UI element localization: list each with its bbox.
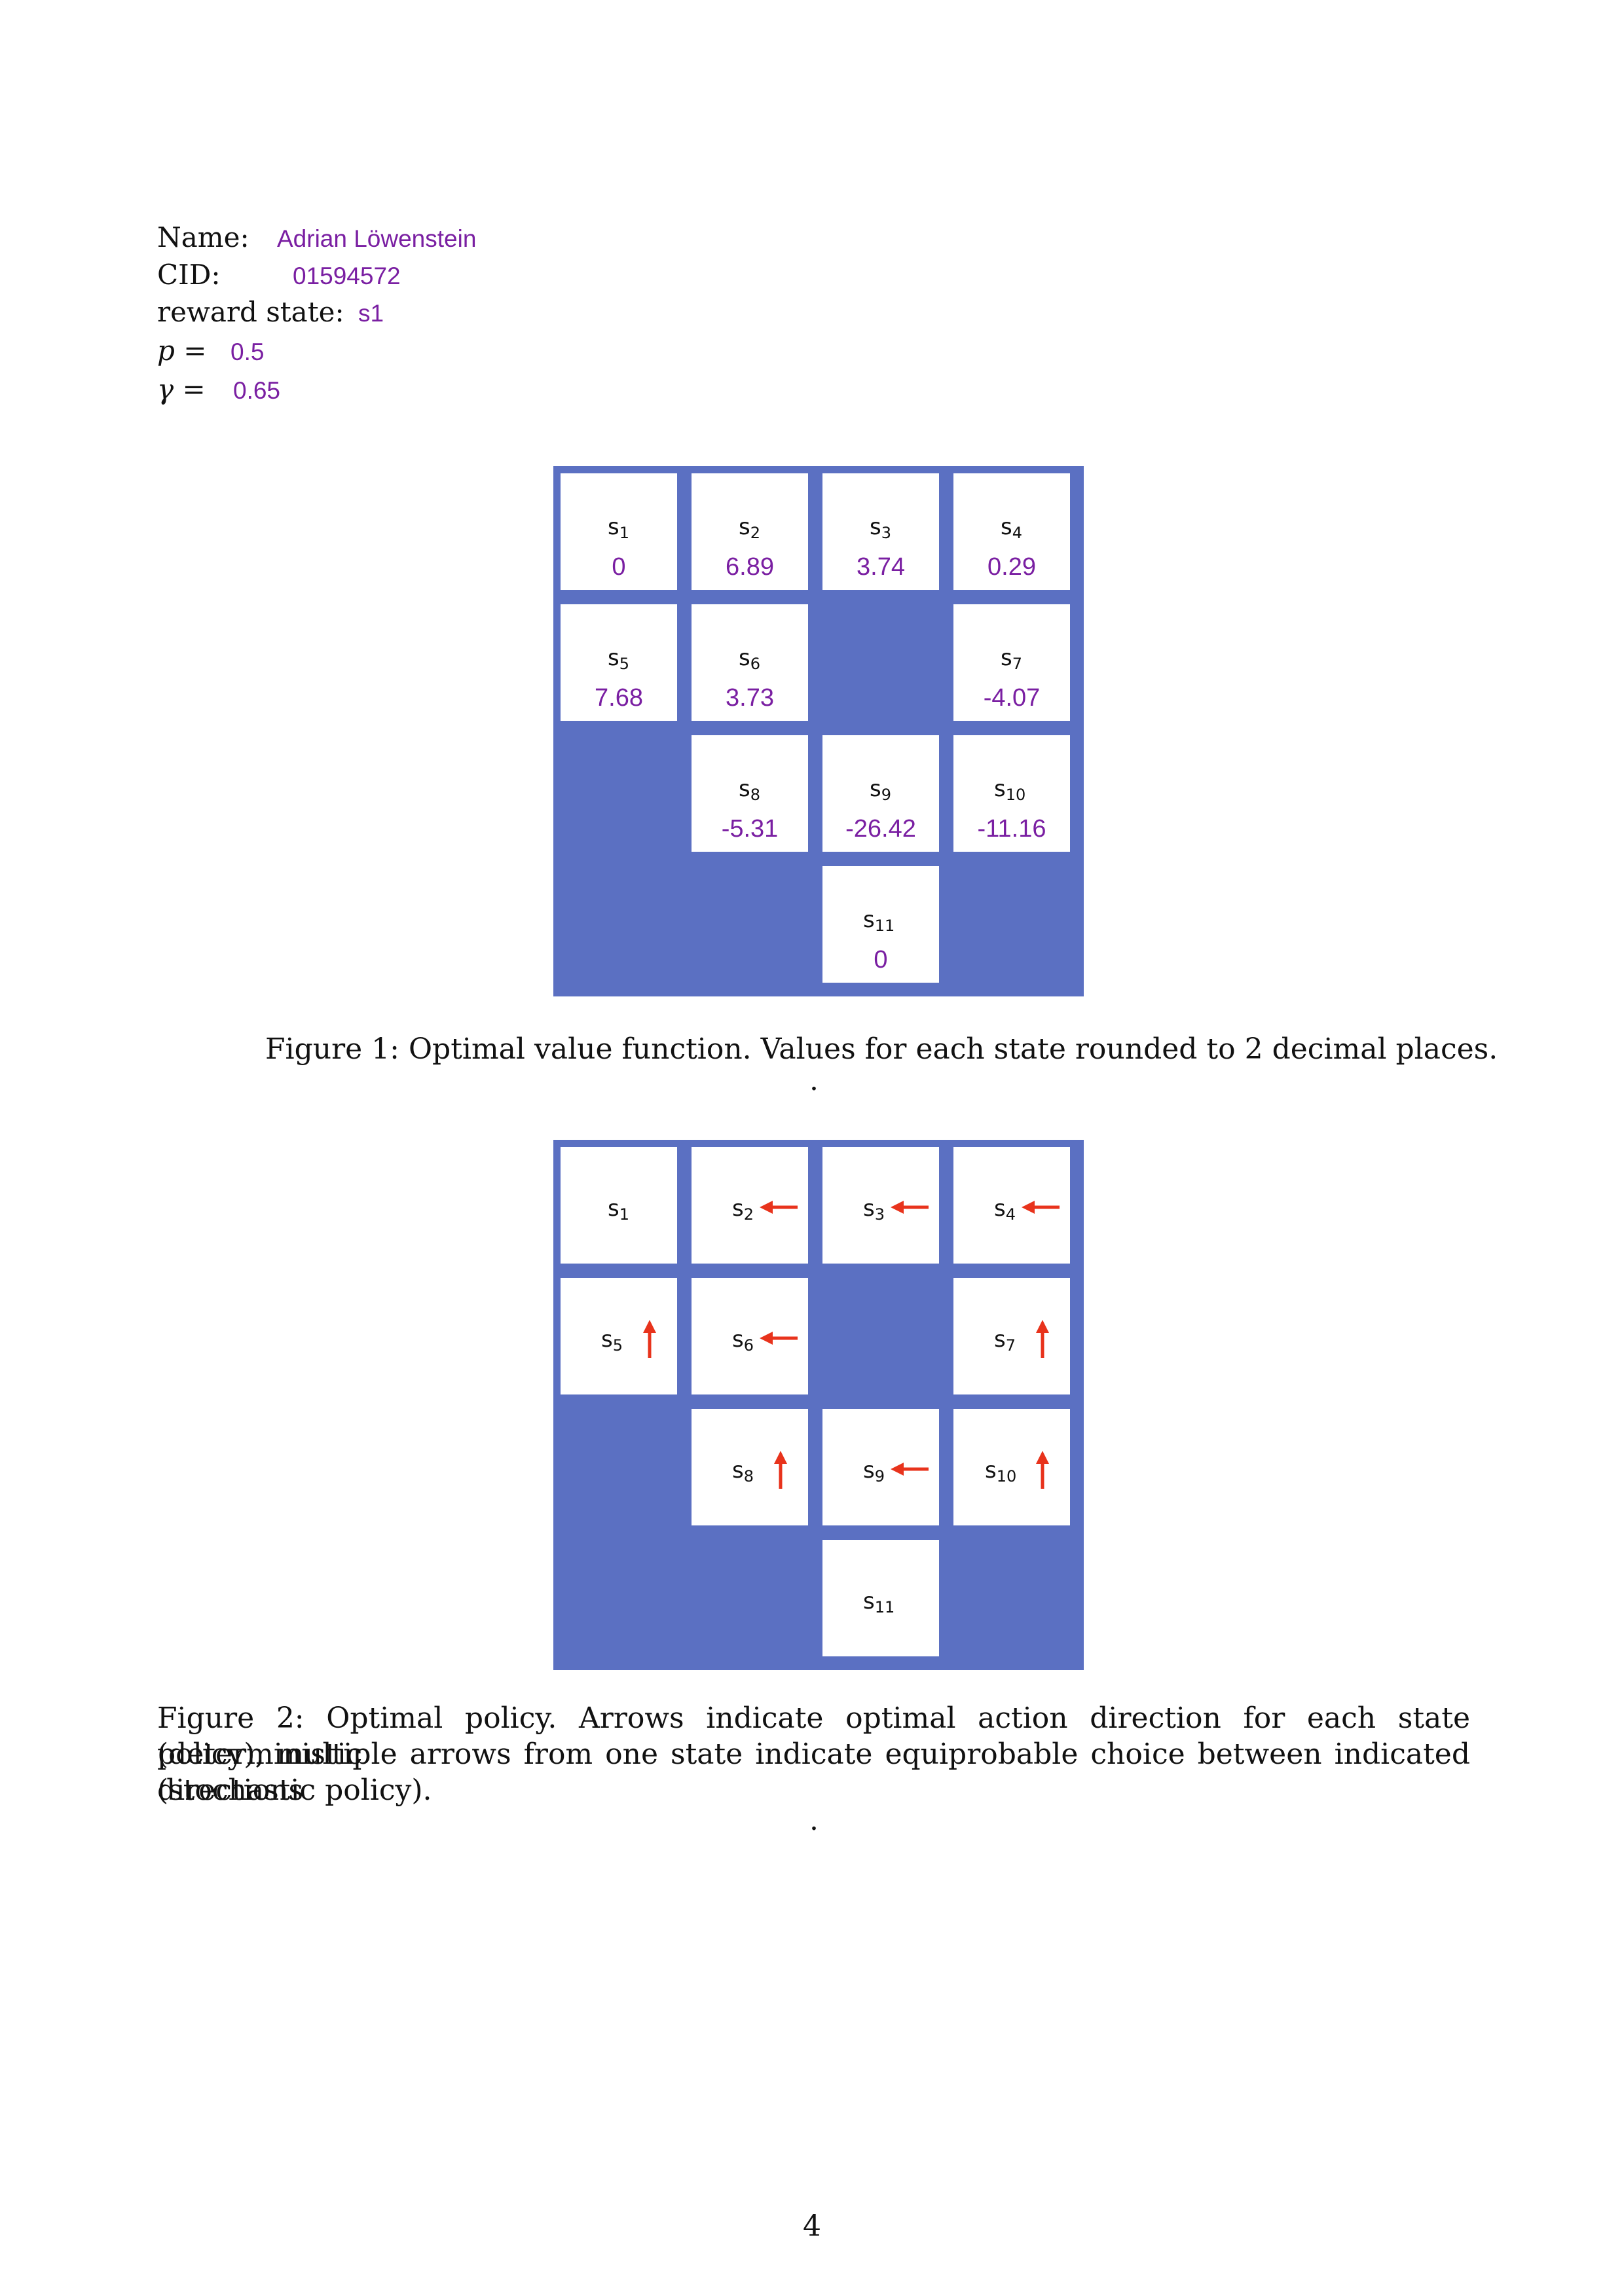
state-cell-s7: s7 -4.07	[951, 602, 1072, 723]
arrow-left-icon	[891, 1199, 929, 1218]
gamma-label: γ =	[157, 373, 206, 405]
arrow-left-icon	[1022, 1199, 1060, 1218]
arrow-up-icon	[1035, 1320, 1050, 1360]
state-label: s8	[739, 776, 760, 804]
state-value: -11.16	[977, 815, 1046, 843]
state-value: 0	[612, 553, 626, 581]
state-label: s1	[608, 514, 629, 542]
state-cell-s3: s3 3.74	[821, 471, 941, 592]
state-cell-s4: s4	[951, 1145, 1072, 1266]
state-cell-s1: s1	[559, 1145, 679, 1266]
state-cell-s10: s10	[951, 1407, 1072, 1527]
reward-label: reward state:	[157, 296, 344, 328]
cid-row: CID: 01594572	[157, 259, 401, 291]
policy-grid: s1 s2 s3 s4 s5 s6 s7 s8 s9 s10 s11	[553, 1140, 1084, 1670]
state-value: 3.74	[857, 553, 905, 581]
p-value: 0.5	[231, 338, 265, 365]
state-label: s11	[863, 907, 895, 935]
state-label: s3	[863, 1195, 885, 1224]
state-label: s11	[863, 1588, 895, 1616]
state-label: s1	[608, 1195, 629, 1224]
state-cell-s1: s1 0	[559, 471, 679, 592]
state-value: 6.89	[726, 553, 774, 581]
state-value: -26.42	[845, 815, 916, 843]
state-cell-s8: s8	[690, 1407, 810, 1527]
state-cell-s4: s4 0.29	[951, 471, 1072, 592]
state-label: s6	[739, 645, 760, 673]
state-label: s7	[994, 1326, 1016, 1355]
state-label: s10	[985, 1457, 1017, 1485]
name-label: Name:	[157, 221, 249, 253]
state-label: s8	[732, 1457, 754, 1485]
figure2-trailing-dot: .	[809, 1804, 819, 1837]
page-number: 4	[803, 2210, 821, 2243]
gamma-value: 0.65	[233, 377, 281, 404]
figure1-caption: Figure 1: Optimal value function. Values…	[265, 1032, 1498, 1066]
p-row: p = 0.5	[157, 335, 264, 367]
state-label: s7	[1001, 645, 1022, 673]
name-row: Name: Adrian Löwenstein	[157, 221, 476, 253]
state-label: s4	[1001, 514, 1022, 542]
state-label: s2	[739, 514, 760, 542]
figure2-caption-line1: Figure 2: Optimal policy. Arrows indicat…	[157, 1702, 1470, 1771]
state-cell-s2: s2 6.89	[690, 471, 810, 592]
state-cell-s3: s3	[821, 1145, 941, 1266]
state-cell-s6: s6	[690, 1276, 810, 1396]
state-label: s4	[994, 1195, 1016, 1224]
state-value: -4.07	[983, 684, 1041, 712]
state-label: s10	[994, 776, 1026, 804]
arrow-up-icon	[1035, 1451, 1050, 1491]
figure2-caption-line2: policy), multiple arrows from one state …	[157, 1738, 1470, 1807]
state-value: 3.73	[726, 684, 774, 712]
state-cell-s10: s10 -11.16	[951, 733, 1072, 854]
state-cell-s6: s6 3.73	[690, 602, 810, 723]
value-function-grid: s1 0 s2 6.89 s3 3.74 s4 0.29 s5 7.68 s6 3.73 s7 -4.07…	[553, 466, 1084, 996]
state-label: s3	[870, 514, 891, 542]
cid-label: CID:	[157, 259, 221, 291]
state-label: s9	[863, 1457, 885, 1485]
state-cell-s2: s2	[690, 1145, 810, 1266]
arrow-up-icon	[773, 1451, 788, 1491]
state-cell-s5: s5 7.68	[559, 602, 679, 723]
state-cell-s11: s11	[821, 1538, 941, 1658]
arrow-left-icon	[891, 1461, 929, 1480]
state-value: 0.29	[987, 553, 1036, 581]
state-label: s5	[601, 1326, 623, 1355]
state-cell-s11: s11 0	[821, 864, 941, 985]
figure1-trailing-dot: .	[809, 1064, 819, 1097]
state-label: s9	[870, 776, 891, 804]
state-cell-s5: s5	[559, 1276, 679, 1396]
state-label: s6	[732, 1326, 754, 1355]
arrow-up-icon	[642, 1320, 657, 1360]
state-cell-s8: s8 -5.31	[690, 733, 810, 854]
p-label: p =	[157, 335, 207, 367]
state-value: -5.31	[721, 815, 779, 843]
figure2-caption-line3: (stochastic policy).	[157, 1774, 432, 1807]
reward-value: s1	[358, 300, 384, 327]
arrow-left-icon	[760, 1199, 798, 1218]
state-cell-s9: s9	[821, 1407, 941, 1527]
gamma-row: γ = 0.65	[157, 373, 280, 405]
name-value: Adrian Löwenstein	[277, 225, 477, 252]
cid-value: 01594572	[293, 263, 401, 289]
state-value: 7.68	[595, 684, 643, 712]
state-cell-s7: s7	[951, 1276, 1072, 1396]
state-label: s5	[608, 645, 629, 673]
arrow-left-icon	[760, 1330, 798, 1349]
state-value: 0	[874, 946, 888, 974]
reward-row: reward state: s1	[157, 296, 384, 328]
state-cell-s9: s9 -26.42	[821, 733, 941, 854]
state-label: s2	[732, 1195, 754, 1224]
